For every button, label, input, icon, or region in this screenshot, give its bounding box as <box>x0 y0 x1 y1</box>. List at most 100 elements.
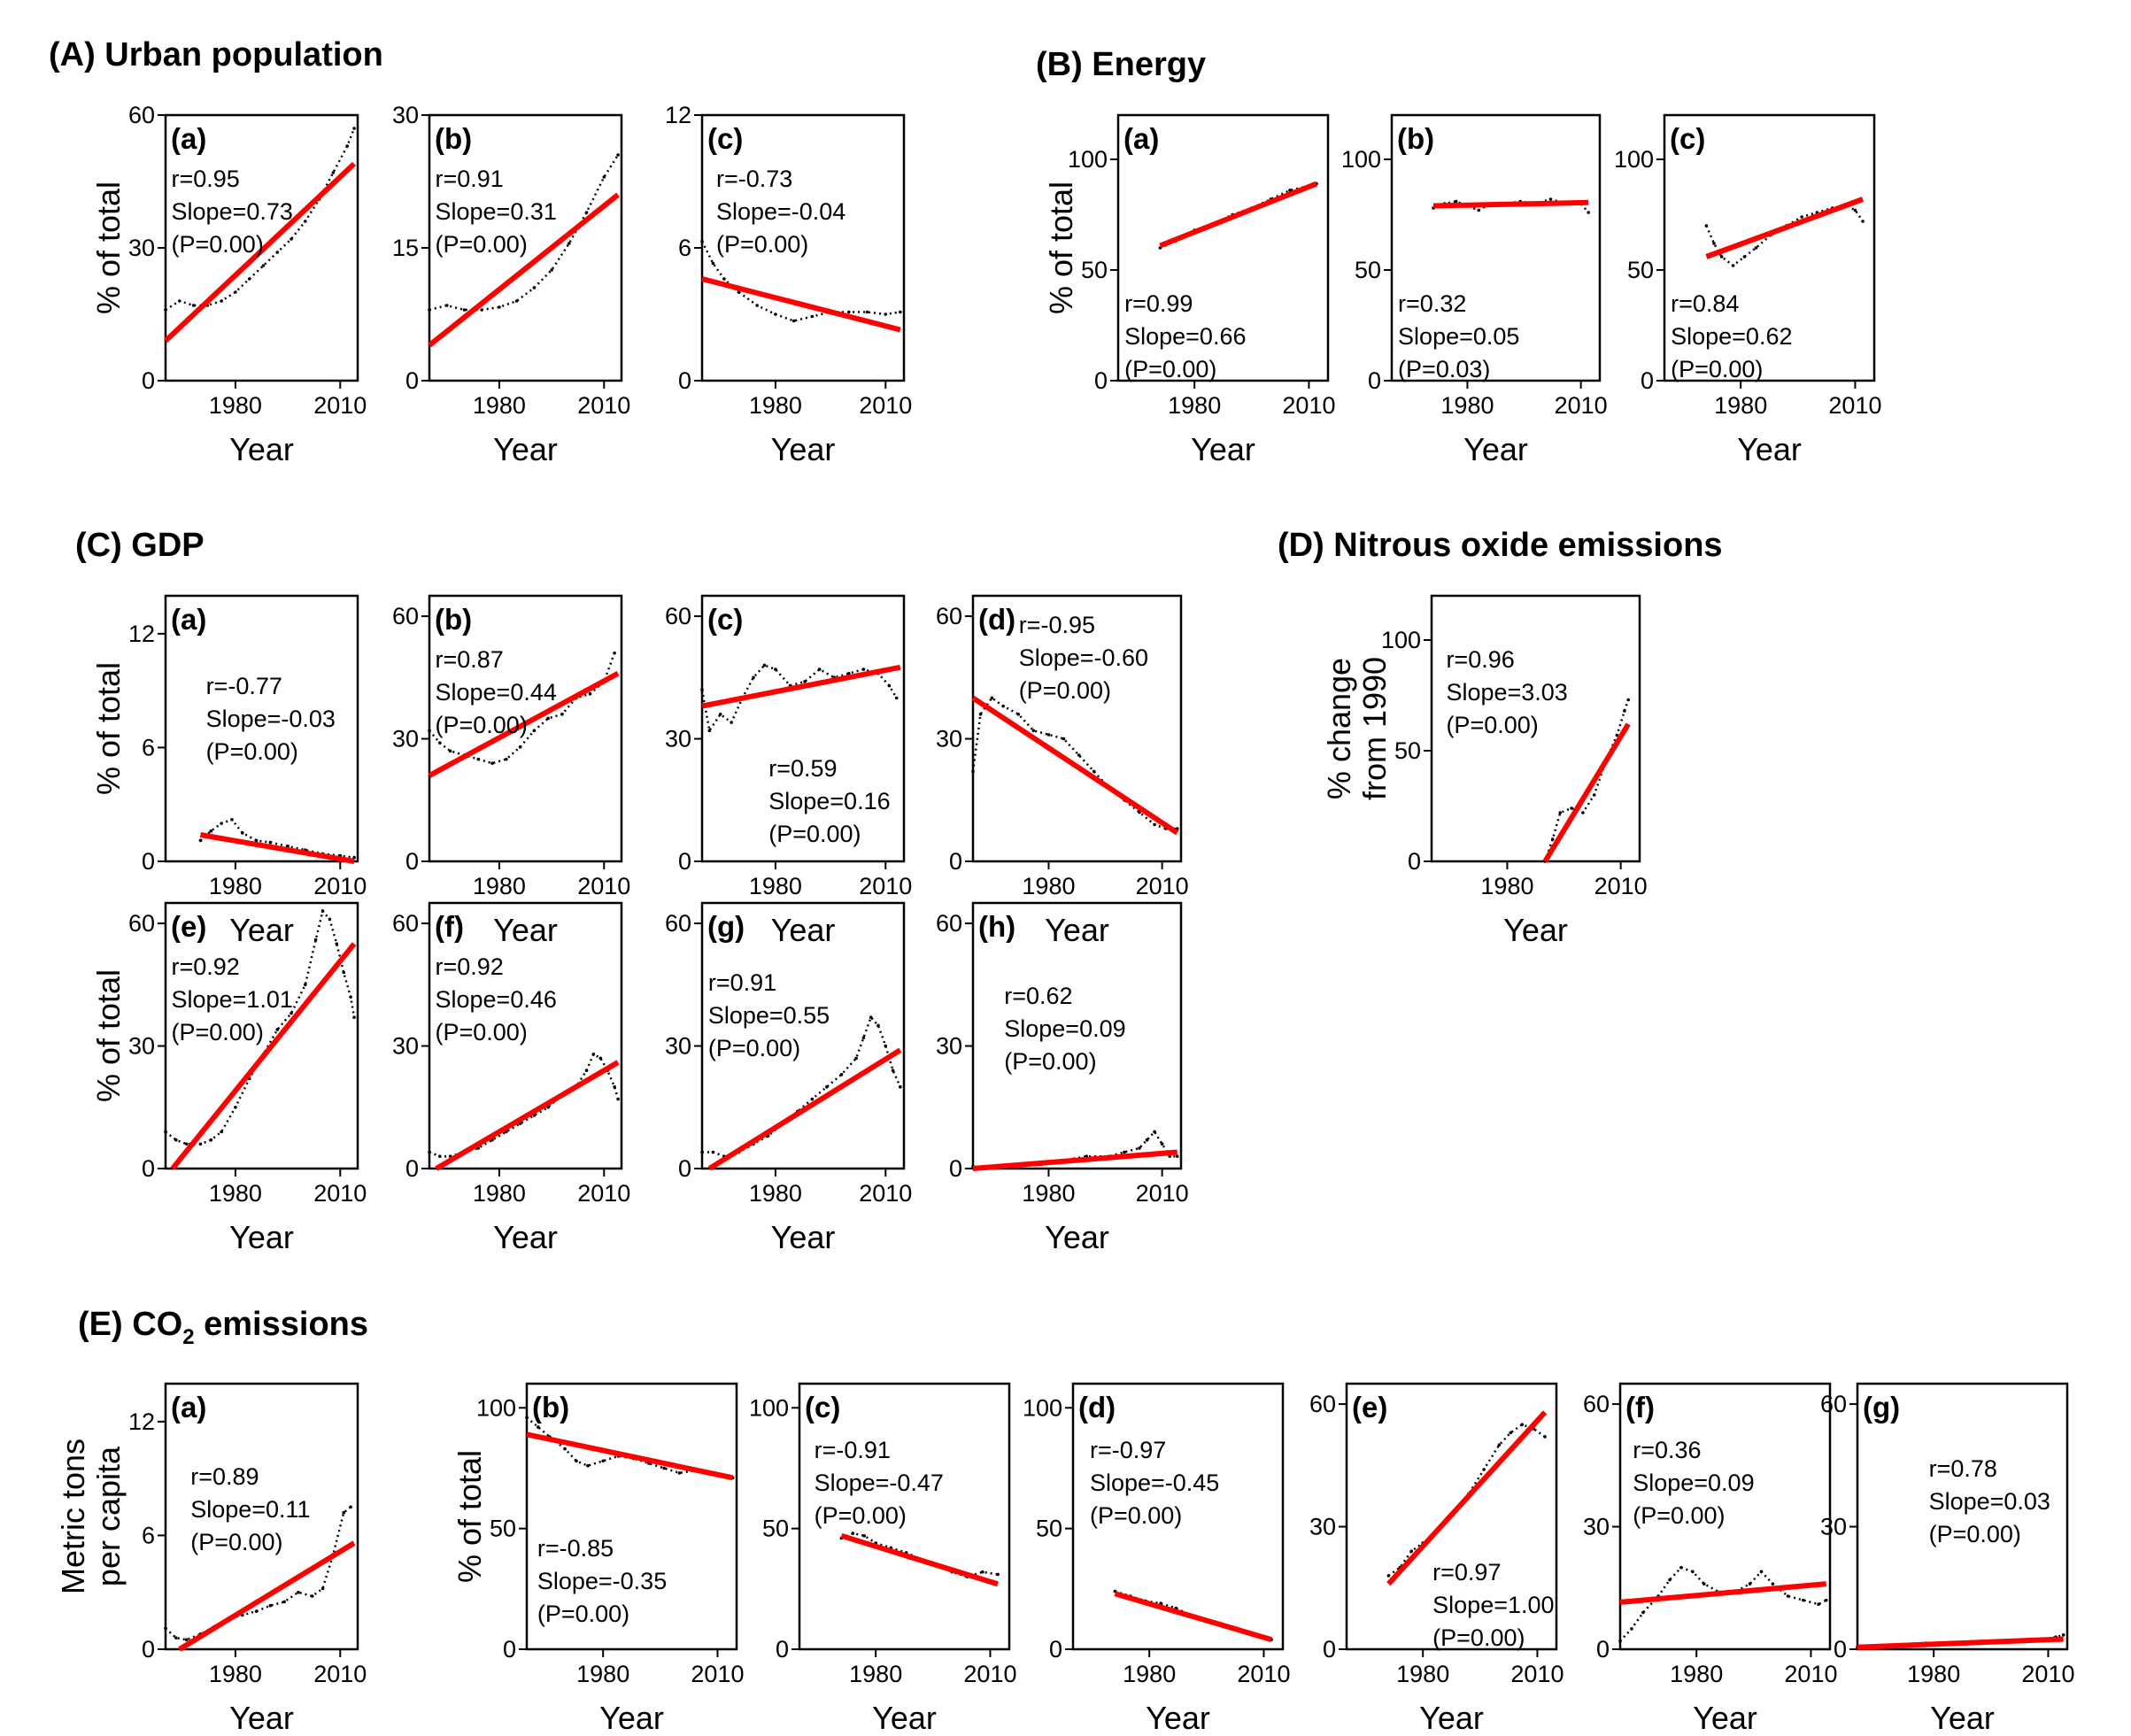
y-axis-label: % of total <box>90 662 127 795</box>
data-point <box>774 312 777 316</box>
data-point <box>899 1084 902 1089</box>
y-tick-label: 100 <box>1023 1394 1062 1421</box>
data-point <box>476 757 481 761</box>
data-point <box>752 675 755 680</box>
data-point <box>177 299 181 303</box>
stat-text: r=0.96 <box>1446 646 1514 673</box>
data-point <box>342 970 346 975</box>
y-tick-label: 0 <box>1641 367 1654 394</box>
data-point <box>762 663 767 667</box>
x-tick-label: 1980 <box>749 873 802 899</box>
x-tick-label: 2010 <box>577 1180 630 1207</box>
y-tick-label: 0 <box>405 367 419 394</box>
y-axis-label: per capita <box>90 1446 127 1586</box>
data-point <box>290 237 293 241</box>
data-point <box>700 1150 704 1154</box>
y-tick-label: 30 <box>128 235 155 261</box>
data-point <box>803 680 807 683</box>
data-point <box>174 1636 178 1640</box>
stat-text: Slope=0.11 <box>190 1496 310 1523</box>
data-point <box>220 1130 223 1134</box>
data-point <box>275 251 280 254</box>
stat-text: (P=0.00) <box>172 231 264 258</box>
data-point <box>1046 733 1051 737</box>
data-point <box>1719 255 1724 258</box>
panel-label: (a) <box>171 122 206 155</box>
stat-text: (P=0.00) <box>708 1035 800 1061</box>
data-point <box>865 310 869 314</box>
x-axis-label: Year <box>229 912 294 948</box>
data-point <box>1145 1138 1149 1142</box>
plot-frame <box>971 901 1183 1170</box>
data-point <box>1587 211 1590 214</box>
y-tick-label: 30 <box>392 726 419 752</box>
x-tick-label: 2010 <box>859 1180 912 1207</box>
x-tick-label: 2010 <box>963 1661 1016 1687</box>
data-point <box>1668 1578 1672 1582</box>
plot-frame <box>1345 1382 1558 1651</box>
x-axis-label: Year <box>493 912 558 948</box>
data-point <box>275 1028 280 1031</box>
data-point <box>711 1150 715 1154</box>
plot-frame <box>1390 113 1602 382</box>
stat-text: r=0.32 <box>1398 290 1466 317</box>
chart-panel-e-b: 0 50 100 1980 2010 Year % of total (b) r=-0.85 Sl… <box>452 1382 744 1736</box>
y-tick-label: 0 <box>405 1155 419 1182</box>
x-tick-label: 2010 <box>313 873 367 899</box>
data-point <box>220 822 223 825</box>
plot-frame <box>1856 1382 2069 1651</box>
plot-frame <box>798 1382 1011 1651</box>
data-point <box>616 153 620 157</box>
x-tick-label: 2010 <box>859 392 912 419</box>
data-point <box>861 1036 866 1040</box>
x-tick-label: 1980 <box>473 1180 526 1207</box>
data-point <box>428 729 431 733</box>
data-point <box>254 1609 259 1613</box>
y-axis-label: from 1990 <box>1356 657 1393 800</box>
data-point <box>498 305 501 309</box>
data-point <box>1800 215 1803 219</box>
data-point <box>164 1130 167 1134</box>
section-title-c: (C) GDP <box>75 527 205 564</box>
data-point <box>1771 1582 1775 1586</box>
data-point <box>537 1425 540 1429</box>
data-series-line <box>1544 699 1630 862</box>
y-tick-label: 0 <box>1368 367 1381 394</box>
x-axis-label: Year <box>1693 1700 1757 1736</box>
x-tick-label: 1980 <box>749 1180 802 1207</box>
data-point <box>591 1052 596 1056</box>
data-point <box>1477 208 1481 212</box>
y-axis-label: % of total <box>452 1450 488 1583</box>
data-point <box>1409 1549 1414 1554</box>
plot-frame <box>428 594 623 863</box>
x-tick-label: 1980 <box>209 1180 262 1207</box>
x-axis-label: Year <box>229 1700 294 1736</box>
y-tick-label: 30 <box>392 102 419 128</box>
data-point <box>490 761 494 766</box>
stat-text: r=-0.91 <box>815 1437 891 1463</box>
stat-text: (P=0.00) <box>1929 1521 2021 1547</box>
y-tick-label: 0 <box>1323 1636 1336 1663</box>
section-title-d: (D) Nitrous oxide emissions <box>1278 527 1723 564</box>
stat-text: Slope=-0.04 <box>716 198 845 225</box>
regression-fit-line <box>428 192 620 348</box>
y-tick-label: 60 <box>665 603 691 629</box>
data-point <box>1861 220 1865 223</box>
chart-panel-a-a: 0 30 60 1980 2010 Year % of total (a) r=0.95 Slop… <box>90 102 367 467</box>
chart-panel-b-c: 0 50 100 1980 2010 Year (c) r=0.84 Slope=0.62 (P=… <box>1614 113 1881 467</box>
chart-panel-c-c: 0 30 60 1980 2010 Year (c) r=0.59 Slope=0.16 (P=0… <box>665 594 912 948</box>
data-point <box>869 1015 873 1020</box>
panel-label: (g) <box>707 910 745 943</box>
x-tick-label: 2010 <box>577 873 630 899</box>
data-point <box>1558 811 1563 814</box>
data-point <box>546 716 550 721</box>
data-point <box>550 268 553 272</box>
y-tick-label: 60 <box>1583 1391 1610 1417</box>
y-tick-label: 0 <box>949 1155 962 1182</box>
data-point <box>1570 806 1573 810</box>
stat-text: Slope=-0.47 <box>815 1470 944 1496</box>
y-tick-label: 30 <box>128 1033 155 1060</box>
data-point <box>310 1594 314 1598</box>
stat-text: Slope=0.16 <box>768 788 890 814</box>
stat-text: r=0.91 <box>708 969 776 996</box>
